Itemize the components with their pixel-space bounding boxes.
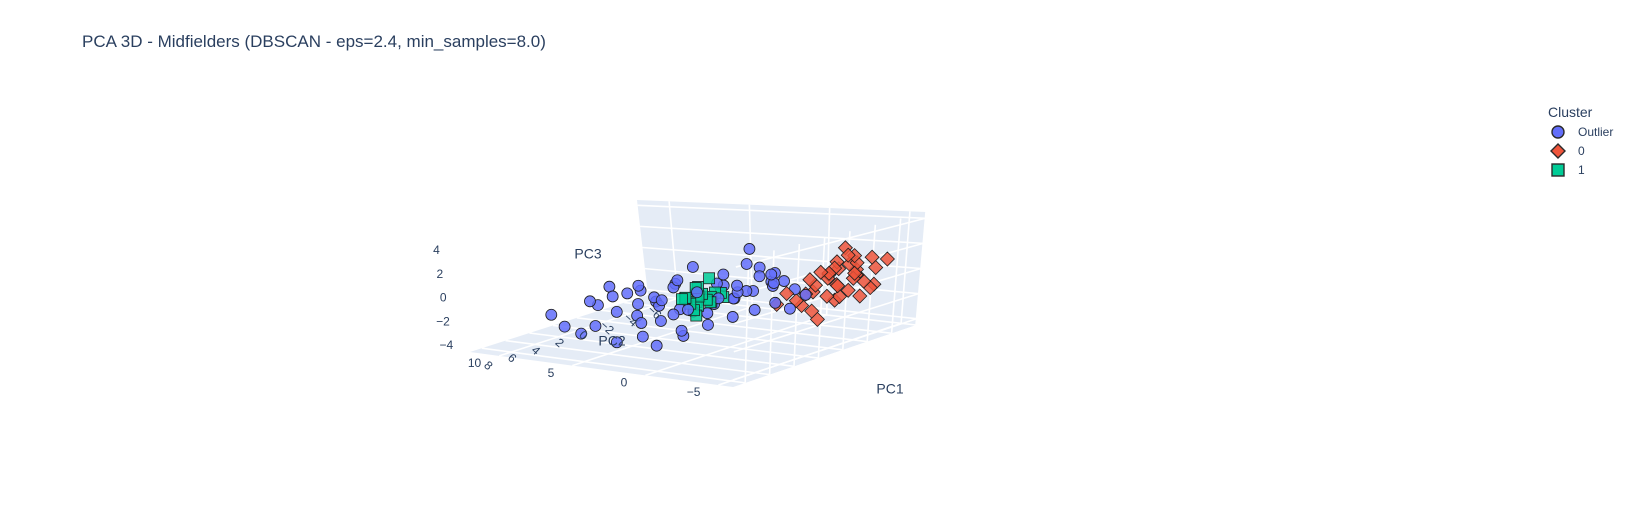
z-axis-title: PC3 <box>574 246 601 262</box>
cluster-0-point[interactable] <box>847 265 863 281</box>
outlier-point[interactable] <box>667 308 680 321</box>
outlier-point[interactable] <box>632 298 644 310</box>
y-axis-title: PC2 <box>598 333 625 349</box>
outlier-point[interactable] <box>748 304 761 316</box>
x-tick-label: 8 <box>481 358 496 373</box>
cluster-0-point[interactable] <box>819 288 835 304</box>
cluster-0-point[interactable] <box>813 264 829 280</box>
z-tick-label: 0 <box>440 291 447 305</box>
z-tick-label: −4 <box>439 338 453 352</box>
cluster-0-point[interactable] <box>840 282 856 298</box>
outlier-point[interactable] <box>726 311 739 323</box>
legend: Cluster Outlier 0 1 <box>1548 104 1638 179</box>
outlier-point[interactable] <box>731 279 743 292</box>
legend-label-cluster-1: 1 <box>1578 162 1585 177</box>
legend-item-cluster-1[interactable]: 1 <box>1548 160 1638 179</box>
cluster-0-point[interactable] <box>852 288 868 304</box>
cluster-0-point[interactable] <box>879 251 895 267</box>
cluster-0-point[interactable] <box>804 303 820 319</box>
y-tick-label: 0 <box>621 376 628 390</box>
outlier-point[interactable] <box>740 258 753 270</box>
cluster-1-point[interactable] <box>676 293 688 306</box>
diamond-marker-icon <box>1550 142 1566 159</box>
outlier-point[interactable] <box>606 290 619 303</box>
x-axis-title: PC1 <box>876 381 903 397</box>
outlier-point[interactable] <box>610 305 623 318</box>
outlier-point[interactable] <box>671 274 684 287</box>
axis-titles: PC1 PC2 PC3 <box>574 246 903 397</box>
legend-label-outlier: Outlier <box>1578 124 1614 139</box>
outlier-point[interactable] <box>655 294 668 307</box>
outlier-point[interactable] <box>784 302 796 315</box>
outlier-point[interactable] <box>575 327 588 340</box>
circle-marker-icon <box>1551 124 1565 139</box>
y-tick-label: 10 <box>468 356 482 370</box>
outlier-point[interactable] <box>603 280 616 293</box>
chart-title: PCA 3D - Midfielders (DBSCAN - eps=2.4, … <box>82 32 546 51</box>
outlier-point[interactable] <box>686 261 699 273</box>
outlier-point[interactable] <box>650 339 663 352</box>
z-tick-label: −2 <box>436 314 450 328</box>
outlier-point[interactable] <box>584 295 596 308</box>
legend-item-cluster-0[interactable]: 0 <box>1548 141 1638 160</box>
outlier-point[interactable] <box>702 318 714 331</box>
outlier-point[interactable] <box>621 287 634 300</box>
legend-label-cluster-0: 0 <box>1578 143 1585 158</box>
cluster-0-point[interactable] <box>830 278 846 294</box>
cluster-0-point[interactable] <box>840 247 856 263</box>
outlier-point[interactable] <box>717 268 730 281</box>
z-tick-label: 4 <box>433 243 440 257</box>
z-tick-label: 2 <box>436 267 443 281</box>
outlier-point[interactable] <box>558 320 571 333</box>
cluster-1-point[interactable] <box>703 272 715 285</box>
cluster-0-point[interactable] <box>802 272 818 288</box>
y-tick-label: −5 <box>687 385 701 399</box>
outlier-point[interactable] <box>799 288 812 301</box>
outlier-point[interactable] <box>765 268 778 281</box>
cluster-0-point[interactable] <box>831 288 848 305</box>
outlier-point[interactable] <box>635 317 648 329</box>
legend-title: Cluster <box>1548 104 1593 120</box>
outlier-point[interactable] <box>589 320 602 332</box>
outlier-point[interactable] <box>545 308 558 321</box>
y-tick-label: 5 <box>548 366 555 380</box>
cluster-0-point[interactable] <box>779 285 795 302</box>
outlier-point[interactable] <box>753 270 766 283</box>
outlier-point[interactable] <box>610 336 623 349</box>
outlier-point[interactable] <box>778 275 790 287</box>
data-points <box>545 240 895 352</box>
outlier-point[interactable] <box>743 243 756 255</box>
outlier-point[interactable] <box>682 303 694 316</box>
outlier-point[interactable] <box>769 296 782 309</box>
outlier-point[interactable] <box>636 330 649 343</box>
outlier-point[interactable] <box>691 286 703 299</box>
cluster-0-point[interactable] <box>864 249 880 265</box>
outlier-point[interactable] <box>655 315 667 327</box>
outlier-point[interactable] <box>675 324 688 337</box>
outlier-point[interactable] <box>632 279 645 292</box>
legend-item-outlier[interactable]: Outlier <box>1548 122 1638 141</box>
square-marker-icon <box>1551 162 1565 177</box>
